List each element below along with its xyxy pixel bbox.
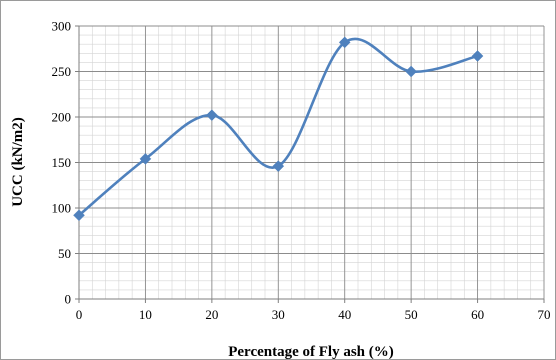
data-series [73,36,484,222]
data-point-marker [405,65,417,78]
x-tick-labels: 0 10 20 30 40 50 60 70 [76,307,551,322]
x-tick-label: 20 [205,307,218,322]
data-point-marker [73,209,85,222]
y-tick-label: 50 [58,246,71,261]
x-tick-label: 50 [405,307,418,322]
y-tick-label: 100 [52,201,72,216]
y-tick-label: 250 [52,64,72,79]
y-axis-title: UCC (kN/m2) [10,117,26,207]
data-point-marker [272,160,285,172]
y-tick-label: 300 [52,19,72,34]
x-tick-label: 40 [338,307,351,322]
data-point-marker [471,50,484,62]
x-tick-label: 10 [139,307,152,322]
x-axis-title: Percentage of Fly ash (%) [228,344,394,360]
y-tick-labels: 0 50 100 150 200 250 300 [52,19,72,307]
data-point-marker [338,36,351,49]
x-tick-label: 70 [538,307,551,322]
y-tick-label: 200 [52,110,72,125]
y-tick-label: 150 [52,155,72,170]
major-grid [78,25,545,300]
x-tick-label: 30 [272,307,285,322]
axes [75,25,545,303]
x-tick-label: 60 [471,307,484,322]
data-point-marker [206,109,218,122]
y-tick-label: 0 [65,292,72,307]
data-point-marker [139,153,152,165]
x-tick-label: 0 [76,307,83,322]
